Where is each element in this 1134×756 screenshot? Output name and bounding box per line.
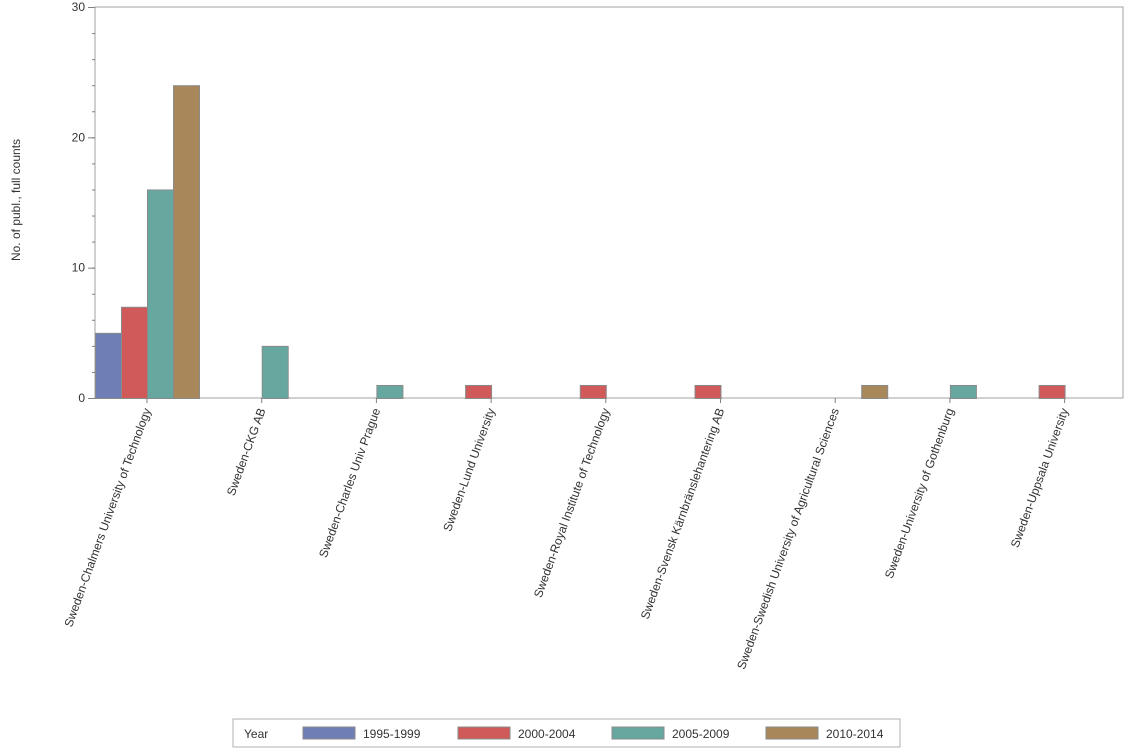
legend-label-2000-2004: 2000-2004 — [518, 727, 576, 741]
category-labels: Sweden-Chalmers University of Technology… — [61, 406, 1071, 671]
x-category-label: Sweden-University of Gothenburg — [882, 406, 957, 580]
x-category-label: Sweden-Charles Univ Prague — [316, 406, 383, 560]
bar-2000-2004 — [1038, 384, 1066, 400]
plot-frame — [94, 6, 1124, 399]
bar-2005-2009 — [147, 189, 174, 399]
y-tick-label: 20 — [72, 130, 86, 144]
bar-2010-2014 — [173, 85, 200, 399]
legend-swatch-1995-1999 — [302, 726, 356, 740]
x-category-label: Sweden-Swedish University of Agricultura… — [734, 406, 842, 671]
bar-2000-2004 — [694, 384, 722, 400]
bars — [95, 85, 1066, 400]
bar-2010-2014 — [861, 384, 889, 400]
legend-label-1995-1999: 1995-1999 — [363, 727, 421, 741]
bar-2005-2009 — [261, 345, 289, 400]
x-category-label: Sweden-Svensk Kärnbränslehantering AB — [638, 406, 728, 621]
bar-2005-2009 — [376, 384, 404, 400]
axes: 0 10 20 30 — [72, 0, 1124, 405]
bar-2000-2004 — [579, 384, 607, 400]
legend: Year 1995-1999 2000-2004 2005-2009 2010-201… — [232, 718, 901, 748]
x-category-label: Sweden-Lund University — [440, 406, 498, 533]
bar-2000-2004 — [465, 384, 493, 400]
legend-swatch-2010-2014 — [765, 726, 819, 740]
bar-2005-2009 — [949, 384, 977, 400]
legend-swatch-2005-2009 — [611, 726, 665, 740]
legend-title: Year — [244, 727, 268, 741]
bar-1995-1999 — [95, 332, 122, 400]
y-tick-label: 30 — [72, 0, 86, 14]
x-category-label: Sweden-Royal Institute of Technology — [531, 406, 613, 599]
y-tick-label: 0 — [78, 391, 85, 405]
x-category-label: Sweden-Uppsala University — [1008, 406, 1072, 549]
legend-label-2010-2014: 2010-2014 — [826, 727, 884, 741]
legend-swatch-2000-2004 — [457, 726, 511, 740]
legend-label-2005-2009: 2005-2009 — [672, 727, 730, 741]
y-axis-title: No. of publ., full counts — [9, 139, 23, 261]
x-category-label: Sweden-Chalmers University of Technology — [61, 406, 153, 629]
x-category-label: Sweden-CKG AB — [224, 406, 269, 497]
y-tick-label: 10 — [72, 261, 86, 275]
bar-2000-2004 — [121, 306, 148, 399]
